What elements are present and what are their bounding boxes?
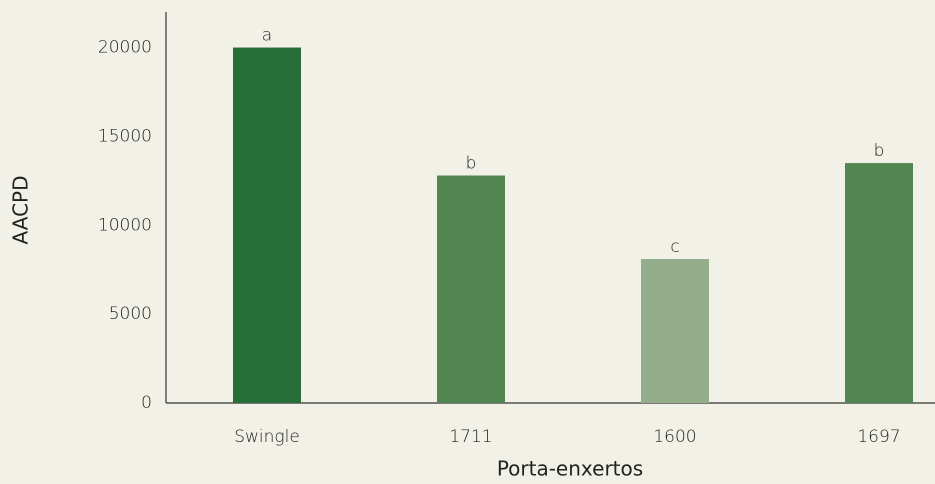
- bar: [437, 175, 505, 403]
- x-tick-label: 1600: [653, 427, 696, 447]
- x-axis-title: Porta-enxertos: [497, 457, 643, 481]
- y-tick-label: 15000: [98, 126, 152, 146]
- y-tick-label: 0: [141, 393, 152, 413]
- x-tick-label: 1697: [857, 427, 900, 447]
- x-tick-label: 1711: [449, 427, 492, 447]
- bar: [845, 163, 913, 403]
- y-tick-label: 5000: [109, 304, 152, 324]
- y-tick-label: 10000: [98, 215, 152, 235]
- y-axis-title: AACPD: [9, 176, 33, 245]
- bar-letter: a: [262, 26, 272, 46]
- y-tick-label: 20000: [98, 38, 152, 58]
- bar: [233, 47, 301, 403]
- bar-letter: b: [466, 154, 477, 174]
- bar: [641, 259, 709, 403]
- x-tick-label: Swingle: [234, 427, 300, 447]
- bar-letter: b: [874, 141, 885, 161]
- bar-letter: c: [670, 237, 679, 257]
